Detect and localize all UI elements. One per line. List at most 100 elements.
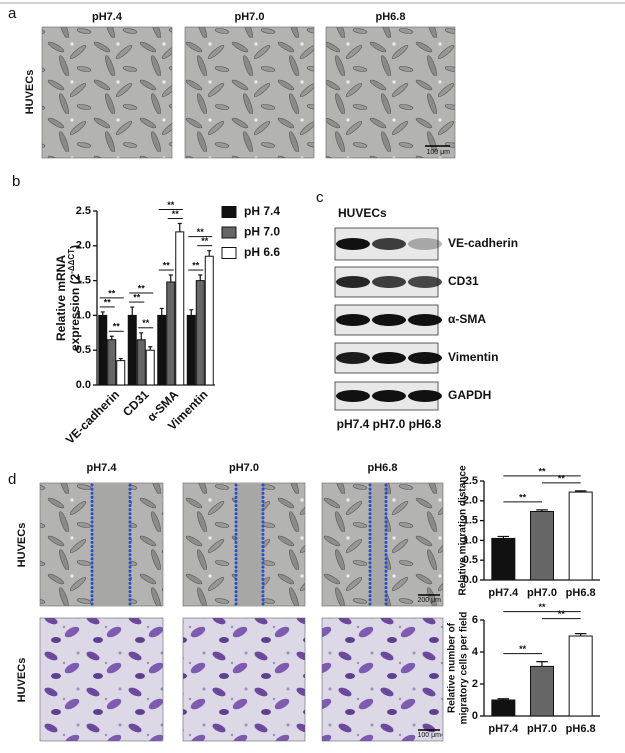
- protein-label: GAPDH: [448, 388, 491, 402]
- error-bar: [130, 306, 135, 316]
- bar: [530, 510, 554, 581]
- protein-label: VE-cadherin: [448, 236, 518, 250]
- cell-label: HUVECs: [338, 206, 387, 220]
- significance-label: **: [201, 236, 209, 246]
- significance-label: **: [197, 227, 205, 237]
- y-tick-label: 1.5: [463, 515, 478, 527]
- bar: [204, 255, 214, 386]
- x-tick-label: pH7.4: [488, 723, 519, 735]
- panel-letter: c: [316, 189, 324, 206]
- micrograph: [41, 26, 173, 159]
- y-axis-label: Relative mRNA: [54, 255, 68, 341]
- significance-label: **: [163, 260, 171, 270]
- y-tick-label: 6: [472, 614, 478, 626]
- row-label: HUVECs: [16, 658, 28, 703]
- significance-label: **: [558, 609, 566, 619]
- column-header: pH7.0: [235, 11, 265, 23]
- error-bar: [148, 346, 153, 351]
- blot-band: [372, 390, 406, 402]
- bar: [145, 349, 155, 386]
- y-axis-label: Relative migration distance: [458, 465, 469, 595]
- error-bar: [574, 633, 587, 636]
- y-tick-label: 0.0: [76, 379, 91, 391]
- bar: [157, 314, 167, 386]
- x-tick-label: pH6.8: [566, 723, 596, 735]
- y-axis-label: expression (2-ΔΔCT): [67, 245, 82, 351]
- blot-band: [408, 238, 442, 250]
- bar: [175, 231, 185, 386]
- scale-label: 100 μm: [418, 732, 442, 739]
- protein-label: CD31: [448, 274, 479, 288]
- bar: [491, 699, 516, 717]
- row-label: HUVECs: [24, 70, 36, 115]
- bar: [107, 339, 117, 386]
- lane-label: pH7.0: [373, 417, 406, 431]
- significance-label: **: [519, 644, 527, 654]
- row-label: HUVECs: [16, 523, 28, 568]
- error-bar: [177, 222, 182, 232]
- column-header: pH7.4: [87, 462, 118, 474]
- error-bar: [189, 309, 194, 316]
- error-bar: [109, 335, 114, 340]
- bar: [136, 339, 146, 386]
- significance-label: **: [113, 322, 121, 332]
- legend-label: pH 6.6: [244, 245, 280, 259]
- significance-label: **: [104, 297, 112, 307]
- y-tick-label: 2.5: [463, 475, 478, 487]
- error-bar: [139, 332, 144, 340]
- error-bar: [168, 274, 173, 282]
- transwell-image: [182, 617, 306, 742]
- bar: [568, 491, 593, 581]
- x-tick-label: pH7.4: [488, 587, 519, 599]
- error-bar: [497, 535, 510, 539]
- error-bar: [100, 311, 105, 316]
- blot-band: [336, 276, 370, 288]
- lane-label: pH6.8: [409, 417, 442, 431]
- panel-letter: a: [8, 5, 17, 22]
- y-tick-label: 4: [472, 646, 479, 658]
- y-tick-label: 2.5: [76, 205, 91, 217]
- y-tick-label: 1.0: [76, 309, 91, 321]
- y-tick-label: 2.0: [76, 240, 91, 252]
- scratch-gap: [370, 483, 386, 606]
- bar: [491, 537, 516, 581]
- bar: [186, 314, 196, 386]
- legend-label: pH 7.0: [244, 225, 280, 239]
- y-tick-label: 2.0: [463, 495, 478, 507]
- y-tick-label: 1.5: [76, 275, 91, 287]
- y-axis-label: Relative number of: [447, 622, 458, 713]
- significance-label: **: [133, 292, 141, 302]
- protein-label: α-SMA: [448, 312, 486, 326]
- error-bar: [574, 490, 587, 493]
- significance-label: **: [558, 473, 566, 483]
- error-bar: [536, 661, 548, 667]
- blot-band: [336, 390, 370, 402]
- x-tick-label: VE-cadherin: [63, 387, 122, 446]
- error-bar: [536, 509, 548, 512]
- error-bar: [159, 307, 164, 316]
- error-bar: [198, 274, 203, 281]
- significance-label: **: [172, 209, 180, 219]
- blot-band: [336, 238, 370, 250]
- column-header: pH6.8: [368, 462, 398, 474]
- transwell-image: [39, 617, 164, 742]
- significance-label: **: [519, 492, 527, 502]
- transwell-image: [321, 617, 444, 742]
- error-bar: [207, 250, 212, 257]
- panel-letter: d: [8, 471, 16, 488]
- blot-band: [372, 276, 406, 288]
- panel-letter: b: [12, 173, 20, 190]
- scale-label: 100 μm: [427, 149, 451, 156]
- blot-band: [372, 352, 406, 364]
- bar: [530, 665, 554, 717]
- bar: [127, 314, 137, 386]
- y-tick-label: 1.0: [463, 534, 478, 546]
- x-tick-label: pH7.0: [527, 723, 557, 735]
- blot-band: [372, 314, 406, 326]
- y-tick-label: 0.5: [463, 554, 478, 566]
- x-tick-label: pH7.0: [527, 587, 557, 599]
- y-tick-label: 2: [472, 678, 478, 690]
- column-header: pH6.8: [376, 11, 406, 23]
- blot-band: [408, 276, 442, 288]
